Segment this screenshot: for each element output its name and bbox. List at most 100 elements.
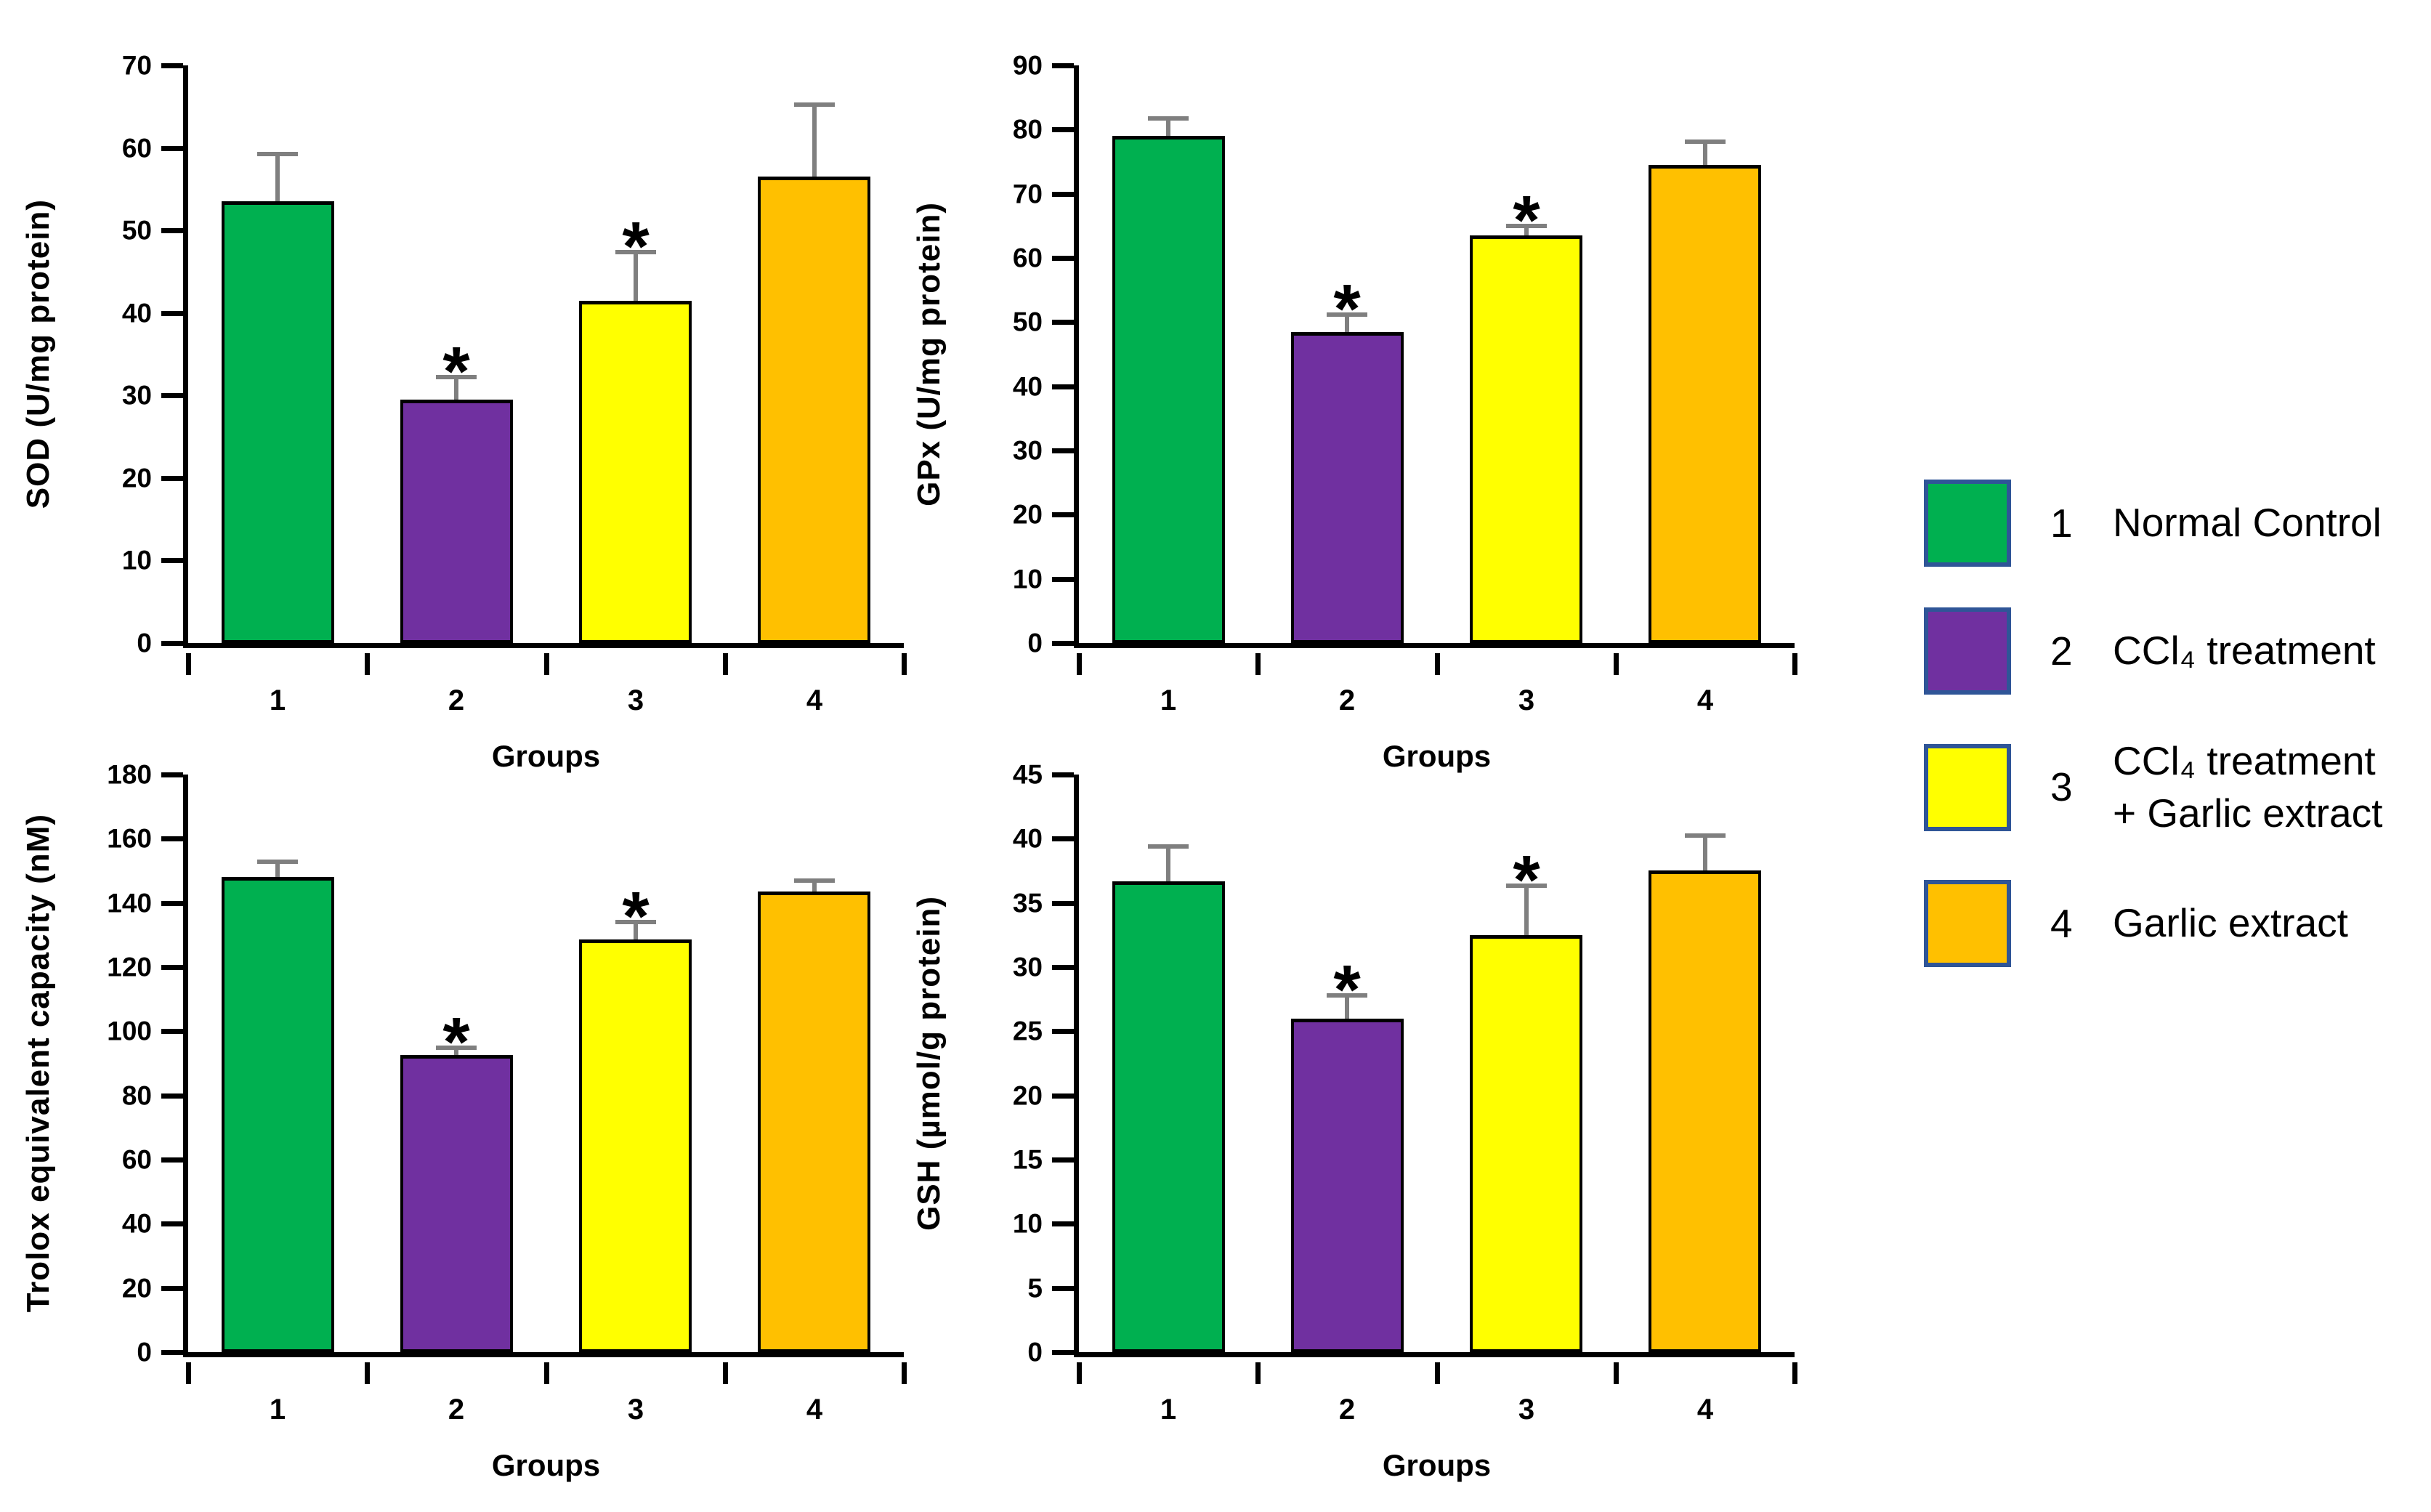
x-axis-label: 3 — [1518, 684, 1535, 716]
bar-group-4 — [1649, 165, 1761, 643]
bar-group-3 — [1470, 935, 1582, 1352]
error-bar-stem — [454, 1046, 458, 1058]
significance-asterisk: * — [1333, 270, 1361, 348]
y-tick — [161, 558, 183, 563]
bar-group-4 — [758, 892, 870, 1352]
x-axis-label: 2 — [448, 684, 465, 716]
y-tick-label: 30 — [121, 380, 152, 411]
y-tick-label: 40 — [121, 298, 152, 328]
y-tick — [1052, 512, 1074, 517]
y-tick-label: 0 — [1027, 1337, 1043, 1367]
x-tick — [1077, 653, 1082, 675]
y-tick-label: 80 — [1012, 114, 1043, 145]
y-tick — [1052, 127, 1074, 132]
y-tick-label: 100 — [107, 1016, 152, 1046]
y-tick-label: 50 — [121, 215, 152, 246]
y-axis-title-wrap: GSH (µmol/g protein) — [902, 775, 956, 1352]
bar-group-1 — [222, 877, 334, 1352]
bar-group-1 — [222, 201, 334, 643]
x-axis-label: 3 — [1518, 1394, 1535, 1426]
y-tick — [1052, 192, 1074, 197]
bar-group-2 — [1291, 332, 1404, 643]
y-tick — [161, 311, 183, 316]
legend-label: CCl₄ treatment + Garlic extract — [2113, 738, 2383, 836]
x-axis-label: 4 — [806, 684, 823, 716]
error-bar-cap — [1506, 224, 1547, 228]
y-tick-label: 50 — [1012, 307, 1043, 337]
y-tick — [161, 1157, 183, 1163]
legend-swatch — [1924, 607, 2011, 695]
y-tick — [161, 965, 183, 970]
error-bar-stem — [634, 250, 638, 304]
x-axis-title: Groups — [491, 739, 601, 773]
y-tick — [1052, 1093, 1074, 1099]
error-bar-cap — [1685, 833, 1726, 838]
y-tick — [1052, 1221, 1074, 1226]
x-tick — [544, 1362, 549, 1384]
significance-asterisk: * — [442, 333, 470, 411]
y-tick-label: 20 — [1012, 1080, 1043, 1111]
x-tick — [544, 653, 549, 675]
error-bar-cap — [1148, 844, 1189, 849]
significance-asterisk: * — [1513, 182, 1540, 259]
y-tick — [1052, 836, 1074, 841]
chart-gsh: GSH (µmol/g protein) 0 5 10 15 20 25 30 35 40 45 1 *… — [892, 761, 1797, 1511]
y-tick-label: 120 — [107, 952, 152, 982]
legend-item: 2 CCl₄ treatment — [1924, 607, 2382, 695]
x-axis-label: 4 — [1696, 684, 1714, 716]
x-axis-label: 1 — [269, 684, 286, 716]
y-tick — [161, 901, 183, 906]
y-tick — [161, 393, 183, 398]
y-axis-title: GSH (µmol/g protein) — [911, 896, 947, 1231]
y-axis-title: Trolox equivalent capacity (nM) — [20, 814, 56, 1313]
legend-label: Normal Control — [2113, 500, 2382, 546]
legend-item: 4 Garlic extract — [1924, 880, 2382, 967]
significance-asterisk: * — [622, 208, 650, 286]
x-axis-label: 1 — [269, 1394, 286, 1426]
y-tick — [1052, 577, 1074, 582]
y-tick-label: 0 — [1027, 628, 1043, 658]
bar-group-1 — [1112, 136, 1225, 643]
error-bar-cap — [1685, 140, 1726, 144]
y-tick-label: 90 — [1012, 50, 1043, 81]
plot-area: 0 10 20 30 40 50 60 70 80 90 1 * 2 * 3 4 Groups — [1013, 52, 1797, 773]
x-axis-label: 4 — [1696, 1394, 1714, 1426]
y-tick — [1052, 1157, 1074, 1163]
bar-group-4 — [758, 177, 870, 643]
error-bar-stem — [1524, 224, 1529, 238]
y-tick — [1052, 256, 1074, 261]
y-tick-label: 10 — [121, 545, 152, 575]
x-tick — [902, 1362, 907, 1384]
y-tick-label: 180 — [107, 759, 152, 790]
x-axis-title: Groups — [491, 1448, 601, 1482]
y-tick-label: 30 — [1012, 435, 1043, 466]
y-tick-label: 60 — [121, 1144, 152, 1175]
plot-area: 0 5 10 15 20 25 30 35 40 45 1 * 2 * 3 4 Groups — [1013, 761, 1797, 1482]
bar-group-3 — [1470, 235, 1582, 643]
error-bar-stem — [454, 375, 458, 403]
y-tick — [161, 1029, 183, 1034]
legend-item: 3 CCl₄ treatment + Garlic extract — [1924, 735, 2382, 839]
x-axis-label: 2 — [1338, 684, 1356, 716]
bar-group-2 — [400, 400, 513, 643]
y-tick — [1052, 772, 1074, 777]
y-tick — [161, 228, 183, 233]
x-tick — [1255, 653, 1261, 675]
x-tick — [1614, 1362, 1619, 1384]
error-bar-cap — [436, 375, 477, 379]
x-axis-label: 2 — [1338, 1394, 1356, 1426]
y-tick-label: 10 — [1012, 564, 1043, 594]
chart-sod: SOD (U/mg protein) 0 10 20 30 40 50 60 70 1 * 2 * 3 4 G… — [1, 0, 907, 773]
bar-group-1 — [1112, 881, 1225, 1352]
y-tick-label: 5 — [1027, 1273, 1043, 1303]
y-tick-label: 30 — [1012, 952, 1043, 982]
y-tick-label: 0 — [137, 628, 152, 658]
y-tick-label: 40 — [1012, 823, 1043, 854]
legend-number: 1 — [2050, 500, 2073, 546]
y-tick-label: 60 — [1012, 243, 1043, 273]
error-bar-stem — [1345, 993, 1349, 1022]
x-tick — [723, 1362, 728, 1384]
error-bar-cap — [257, 152, 298, 156]
x-axis-title: Groups — [1382, 739, 1492, 773]
y-tick-label: 70 — [1012, 179, 1043, 209]
